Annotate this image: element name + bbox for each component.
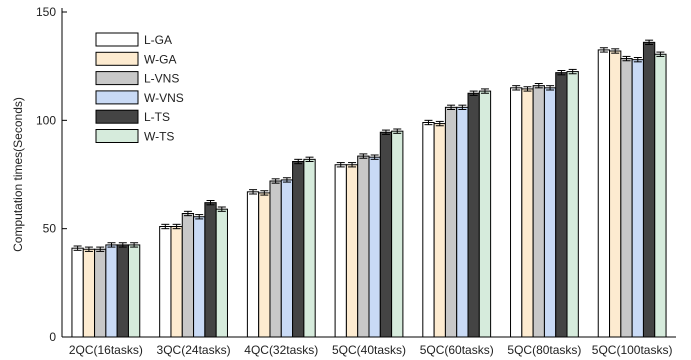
bar (532, 85, 545, 338)
legend-label: L-VNS (144, 72, 179, 86)
x-tick-label: 5QC(60tasks) (420, 343, 494, 357)
bar (555, 72, 568, 338)
legend-swatch (95, 32, 139, 47)
bar (170, 226, 183, 338)
bar (71, 247, 84, 338)
bar (246, 191, 260, 338)
bar (543, 87, 557, 338)
bar (181, 213, 195, 338)
y-tick-label: 100 (36, 113, 56, 127)
legend-swatch (95, 109, 139, 124)
y-tick-labels: 0 50 100 150 (36, 5, 56, 344)
bar (631, 59, 644, 338)
x-tick-label: 2QC(16tasks) (69, 343, 143, 357)
legend: L-GA W-GA L-VNS W-VNS L-TS W-TS (95, 32, 184, 144)
bar (258, 192, 271, 338)
x-tick-label: 4QC(32tasks) (244, 343, 318, 357)
bar (280, 179, 294, 338)
bar (433, 123, 446, 338)
bar (368, 156, 381, 338)
bar (654, 53, 667, 338)
legend-swatch (95, 51, 139, 66)
bar (444, 106, 458, 338)
bar (215, 208, 228, 338)
bar (642, 41, 656, 338)
y-tick-label: 150 (36, 5, 56, 19)
bar (334, 164, 347, 338)
bar (609, 50, 622, 338)
bar (521, 88, 534, 338)
legend-label: L-GA (144, 33, 172, 47)
legend-label: W-VNS (144, 91, 184, 105)
legend-swatch (95, 90, 139, 105)
bar (597, 49, 611, 338)
x-tick-label: 3QC(24tasks) (157, 343, 231, 357)
bar (82, 248, 96, 338)
bar (357, 155, 370, 338)
legend-label: W-TS (144, 130, 174, 144)
bar (620, 58, 633, 338)
x-tick-label: 5QC(100tasks) (592, 343, 673, 357)
y-tick-label: 50 (43, 222, 57, 236)
bar (456, 106, 469, 338)
bar (193, 216, 206, 338)
bar (204, 202, 217, 338)
bar (566, 71, 579, 338)
bar (478, 90, 492, 338)
bar (467, 92, 480, 338)
bar (116, 244, 129, 338)
bar (303, 158, 316, 338)
x-tick-labels: 2QC(16tasks) 3QC(24tasks) 4QC(32tasks) 5QC(… (69, 343, 673, 357)
bar (292, 161, 305, 338)
bar (345, 164, 359, 338)
bar (105, 244, 118, 338)
bar (379, 131, 393, 338)
y-tick-label: 0 (49, 330, 56, 344)
x-tick-label: 5QC(40tasks) (332, 343, 406, 357)
legend-swatch (95, 71, 139, 86)
bar (510, 87, 523, 338)
legend-label: L-TS (144, 110, 170, 124)
x-tick-label: 5QC(80tasks) (507, 343, 581, 357)
bars (71, 39, 667, 338)
bar (269, 180, 282, 338)
bar (127, 244, 141, 338)
legend-label: W-GA (144, 52, 176, 66)
y-axis-label: Computation times(Seconds) (11, 97, 25, 252)
legend-swatch (95, 129, 139, 143)
bar (94, 248, 107, 338)
bar (391, 130, 404, 338)
bar (159, 226, 172, 338)
bar (422, 122, 435, 338)
